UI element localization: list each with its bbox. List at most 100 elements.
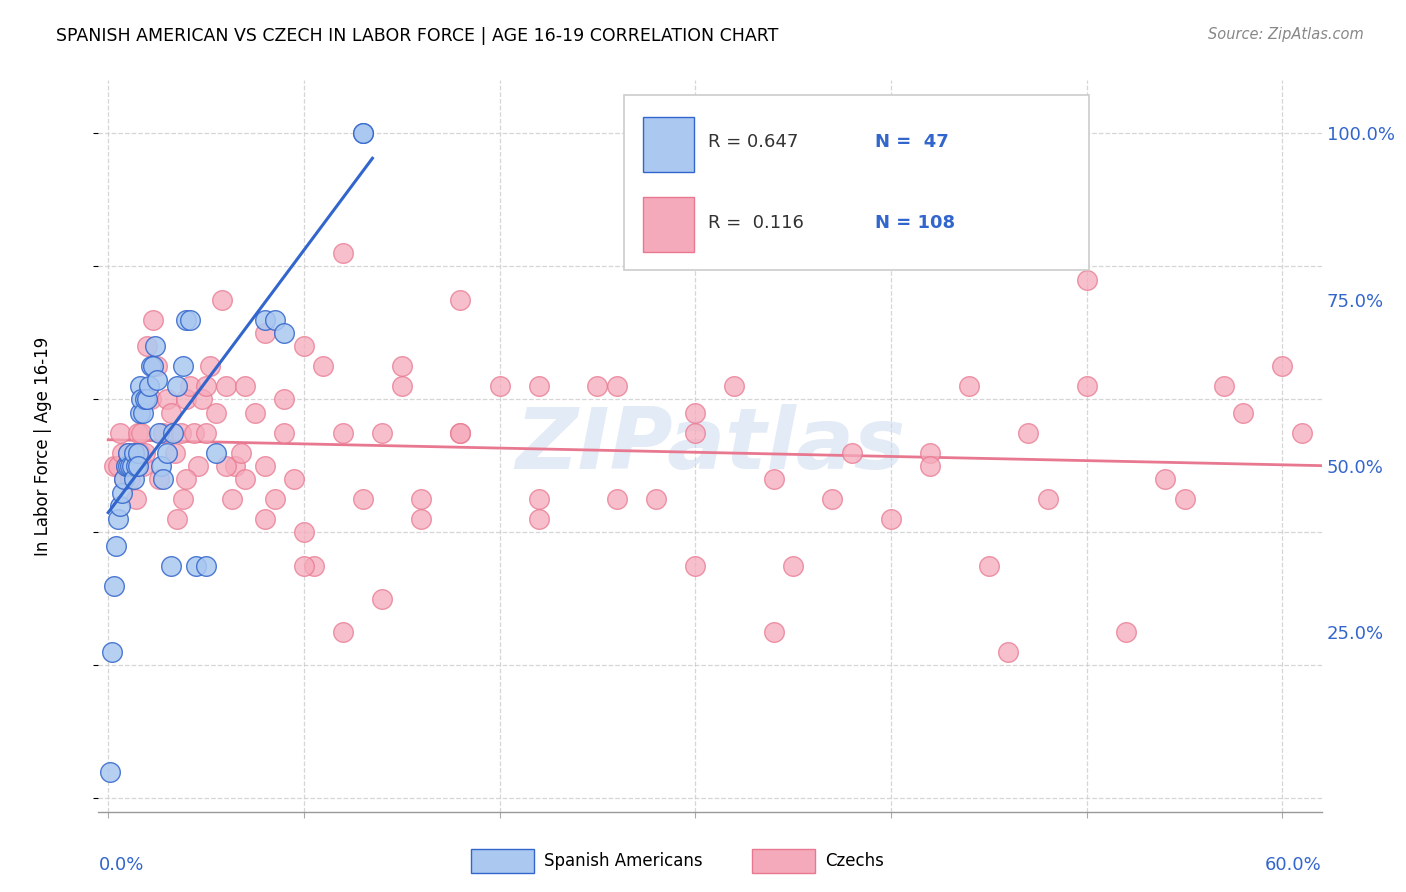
Point — [111, 485, 134, 500]
Point — [148, 425, 170, 440]
Point — [977, 558, 1000, 573]
Point — [103, 579, 125, 593]
Point — [685, 558, 707, 573]
Point — [723, 379, 745, 393]
Point — [1154, 472, 1177, 486]
Point — [114, 458, 136, 473]
Text: In Labor Force | Age 16-19: In Labor Force | Age 16-19 — [34, 336, 52, 556]
Point — [1212, 379, 1234, 393]
Point — [114, 458, 136, 473]
Point — [645, 492, 668, 507]
Point — [138, 379, 160, 393]
Point — [142, 359, 165, 374]
Point — [1036, 492, 1059, 507]
Point — [527, 492, 550, 507]
Point — [141, 359, 163, 374]
Point — [253, 326, 276, 340]
Point — [121, 458, 143, 473]
Point — [352, 127, 374, 141]
FancyBboxPatch shape — [643, 197, 695, 252]
Text: Source: ZipAtlas.com: Source: ZipAtlas.com — [1208, 27, 1364, 42]
Point — [132, 458, 155, 473]
Point — [243, 406, 266, 420]
Point — [586, 379, 609, 393]
Point — [762, 625, 785, 640]
Point — [371, 591, 394, 606]
Point — [169, 425, 191, 440]
Point — [332, 425, 354, 440]
Point — [292, 525, 315, 540]
Point — [122, 445, 145, 459]
Point — [146, 359, 169, 374]
Point — [172, 359, 194, 374]
Point — [283, 472, 305, 486]
Point — [198, 359, 221, 374]
Point — [187, 458, 209, 473]
Point — [176, 472, 198, 486]
Point — [156, 445, 179, 459]
Point — [134, 392, 156, 407]
Point — [105, 539, 128, 553]
Point — [176, 392, 198, 407]
Point — [186, 558, 208, 573]
Point — [1291, 425, 1313, 440]
Point — [233, 472, 256, 486]
Point — [118, 472, 141, 486]
Point — [302, 558, 325, 573]
Point — [183, 425, 205, 440]
Point — [606, 379, 628, 393]
Point — [391, 379, 413, 393]
Point — [179, 312, 201, 326]
Point — [762, 472, 785, 486]
Point — [195, 425, 218, 440]
Point — [782, 558, 804, 573]
Point — [124, 492, 146, 507]
Point — [391, 359, 413, 374]
Point — [685, 406, 707, 420]
Point — [1076, 379, 1098, 393]
Point — [191, 392, 214, 407]
Point — [160, 406, 183, 420]
Point — [128, 406, 150, 420]
FancyBboxPatch shape — [624, 95, 1090, 270]
Point — [450, 425, 472, 440]
Point — [1271, 359, 1294, 374]
Point — [122, 445, 145, 459]
Point — [127, 458, 149, 473]
Point — [841, 246, 863, 260]
Point — [128, 379, 150, 393]
Point — [606, 492, 628, 507]
Point — [841, 445, 863, 459]
Point — [1174, 492, 1197, 507]
Point — [1232, 406, 1254, 420]
Point — [997, 645, 1019, 659]
Point — [127, 425, 149, 440]
Point — [148, 472, 170, 486]
Text: R =  0.116: R = 0.116 — [707, 214, 803, 232]
Text: 0.0%: 0.0% — [98, 855, 143, 873]
Point — [273, 425, 295, 440]
Text: R = 0.647: R = 0.647 — [707, 134, 799, 152]
Point — [136, 339, 159, 353]
Point — [411, 512, 433, 526]
Point — [352, 492, 374, 507]
Point — [880, 512, 903, 526]
Point — [263, 312, 285, 326]
Point — [1115, 625, 1137, 640]
Point — [224, 458, 246, 473]
Point — [128, 445, 150, 459]
Point — [107, 512, 129, 526]
Point — [117, 445, 139, 459]
Point — [152, 472, 174, 486]
Point — [920, 445, 942, 459]
Point — [160, 558, 183, 573]
Point — [132, 406, 155, 420]
Point — [211, 293, 233, 307]
Point — [821, 492, 844, 507]
Point — [122, 472, 145, 486]
Point — [118, 458, 141, 473]
Point — [152, 425, 174, 440]
Text: N = 108: N = 108 — [875, 214, 955, 232]
Point — [312, 359, 335, 374]
Point — [253, 512, 276, 526]
